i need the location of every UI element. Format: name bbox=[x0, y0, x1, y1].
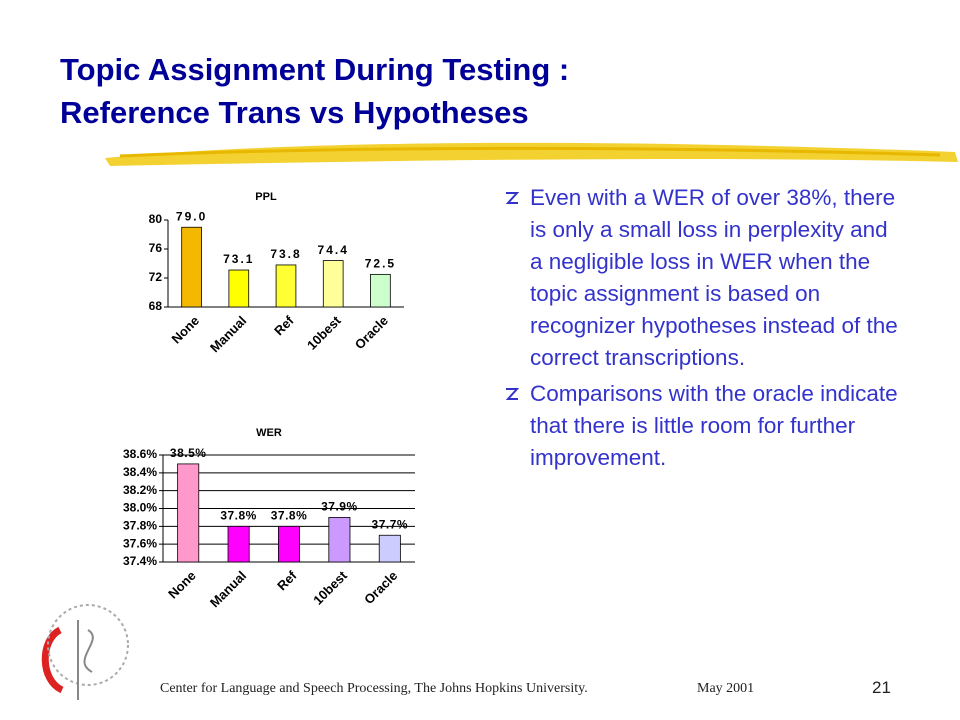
footer-affiliation: Center for Language and Speech Processin… bbox=[160, 681, 588, 696]
bar bbox=[227, 525, 250, 563]
value-label: 73.1 bbox=[223, 252, 254, 266]
y-tick-label: 38.4% bbox=[123, 465, 157, 479]
x-tick-label: Oracle bbox=[352, 313, 391, 352]
bar bbox=[177, 463, 200, 563]
bar bbox=[181, 226, 202, 308]
value-label: 73.8 bbox=[270, 247, 301, 261]
bar bbox=[228, 269, 250, 308]
x-tick-label: Manual bbox=[207, 313, 249, 355]
footer-date: May 2001 bbox=[697, 681, 755, 696]
bar bbox=[328, 517, 351, 563]
bullet-marker bbox=[505, 388, 519, 400]
bullet-text: Even with a WER of over 38%, there is on… bbox=[530, 185, 898, 370]
x-tick-label: Manual bbox=[207, 568, 249, 610]
bullet: Comparisons with the oracle indicate tha… bbox=[505, 378, 900, 474]
value-label: 72.5 bbox=[365, 257, 396, 271]
value-label: 37.8% bbox=[220, 509, 257, 523]
bullet-list: Even with a WER of over 38%, there is on… bbox=[505, 182, 900, 478]
page-number: 21 bbox=[872, 678, 891, 697]
y-tick-label: 72 bbox=[149, 270, 163, 284]
value-label: 79.0 bbox=[176, 209, 207, 223]
value-label: 37.7% bbox=[372, 517, 409, 531]
logo bbox=[41, 604, 129, 700]
value-label: 74.4 bbox=[318, 243, 349, 257]
y-tick-label: 37.8% bbox=[123, 519, 157, 533]
value-label: 37.8% bbox=[271, 509, 308, 523]
y-tick-label: 76 bbox=[149, 241, 163, 255]
x-tick-label: None bbox=[169, 313, 203, 347]
value-label: 37.9% bbox=[321, 500, 358, 514]
bar bbox=[275, 264, 297, 308]
y-tick-label: 80 bbox=[149, 212, 163, 226]
x-tick-label: Ref bbox=[271, 312, 297, 338]
bar bbox=[322, 260, 344, 308]
y-tick-label: 38.0% bbox=[123, 501, 157, 515]
bullet-marker bbox=[505, 192, 519, 204]
value-label: 38.5% bbox=[170, 446, 207, 460]
x-tick-label: Ref bbox=[274, 567, 300, 593]
chart-title: PPL bbox=[255, 191, 277, 203]
x-tick-label: 10best bbox=[310, 567, 350, 607]
y-tick-label: 38.6% bbox=[123, 447, 157, 461]
title-line: Topic Assignment During Testing : bbox=[60, 52, 569, 87]
bullet-text: Comparisons with the oracle indicate tha… bbox=[530, 381, 898, 470]
y-tick-label: 68 bbox=[149, 299, 163, 313]
bar bbox=[370, 273, 391, 308]
y-tick-label: 37.4% bbox=[123, 554, 157, 568]
bar bbox=[278, 525, 300, 563]
chart-title: WER bbox=[256, 427, 282, 439]
x-tick-label: Oracle bbox=[361, 568, 400, 607]
title-line: Reference Trans vs Hypotheses bbox=[60, 95, 529, 130]
y-tick-label: 37.6% bbox=[123, 536, 157, 550]
x-tick-label: 10best bbox=[304, 312, 344, 352]
brush-stroke bbox=[119, 146, 941, 158]
y-tick-label: 38.2% bbox=[123, 483, 157, 497]
brush-stroke bbox=[105, 142, 958, 166]
bullet: Even with a WER of over 38%, there is on… bbox=[505, 182, 900, 374]
x-tick-label: None bbox=[165, 568, 199, 602]
bar bbox=[378, 534, 401, 563]
